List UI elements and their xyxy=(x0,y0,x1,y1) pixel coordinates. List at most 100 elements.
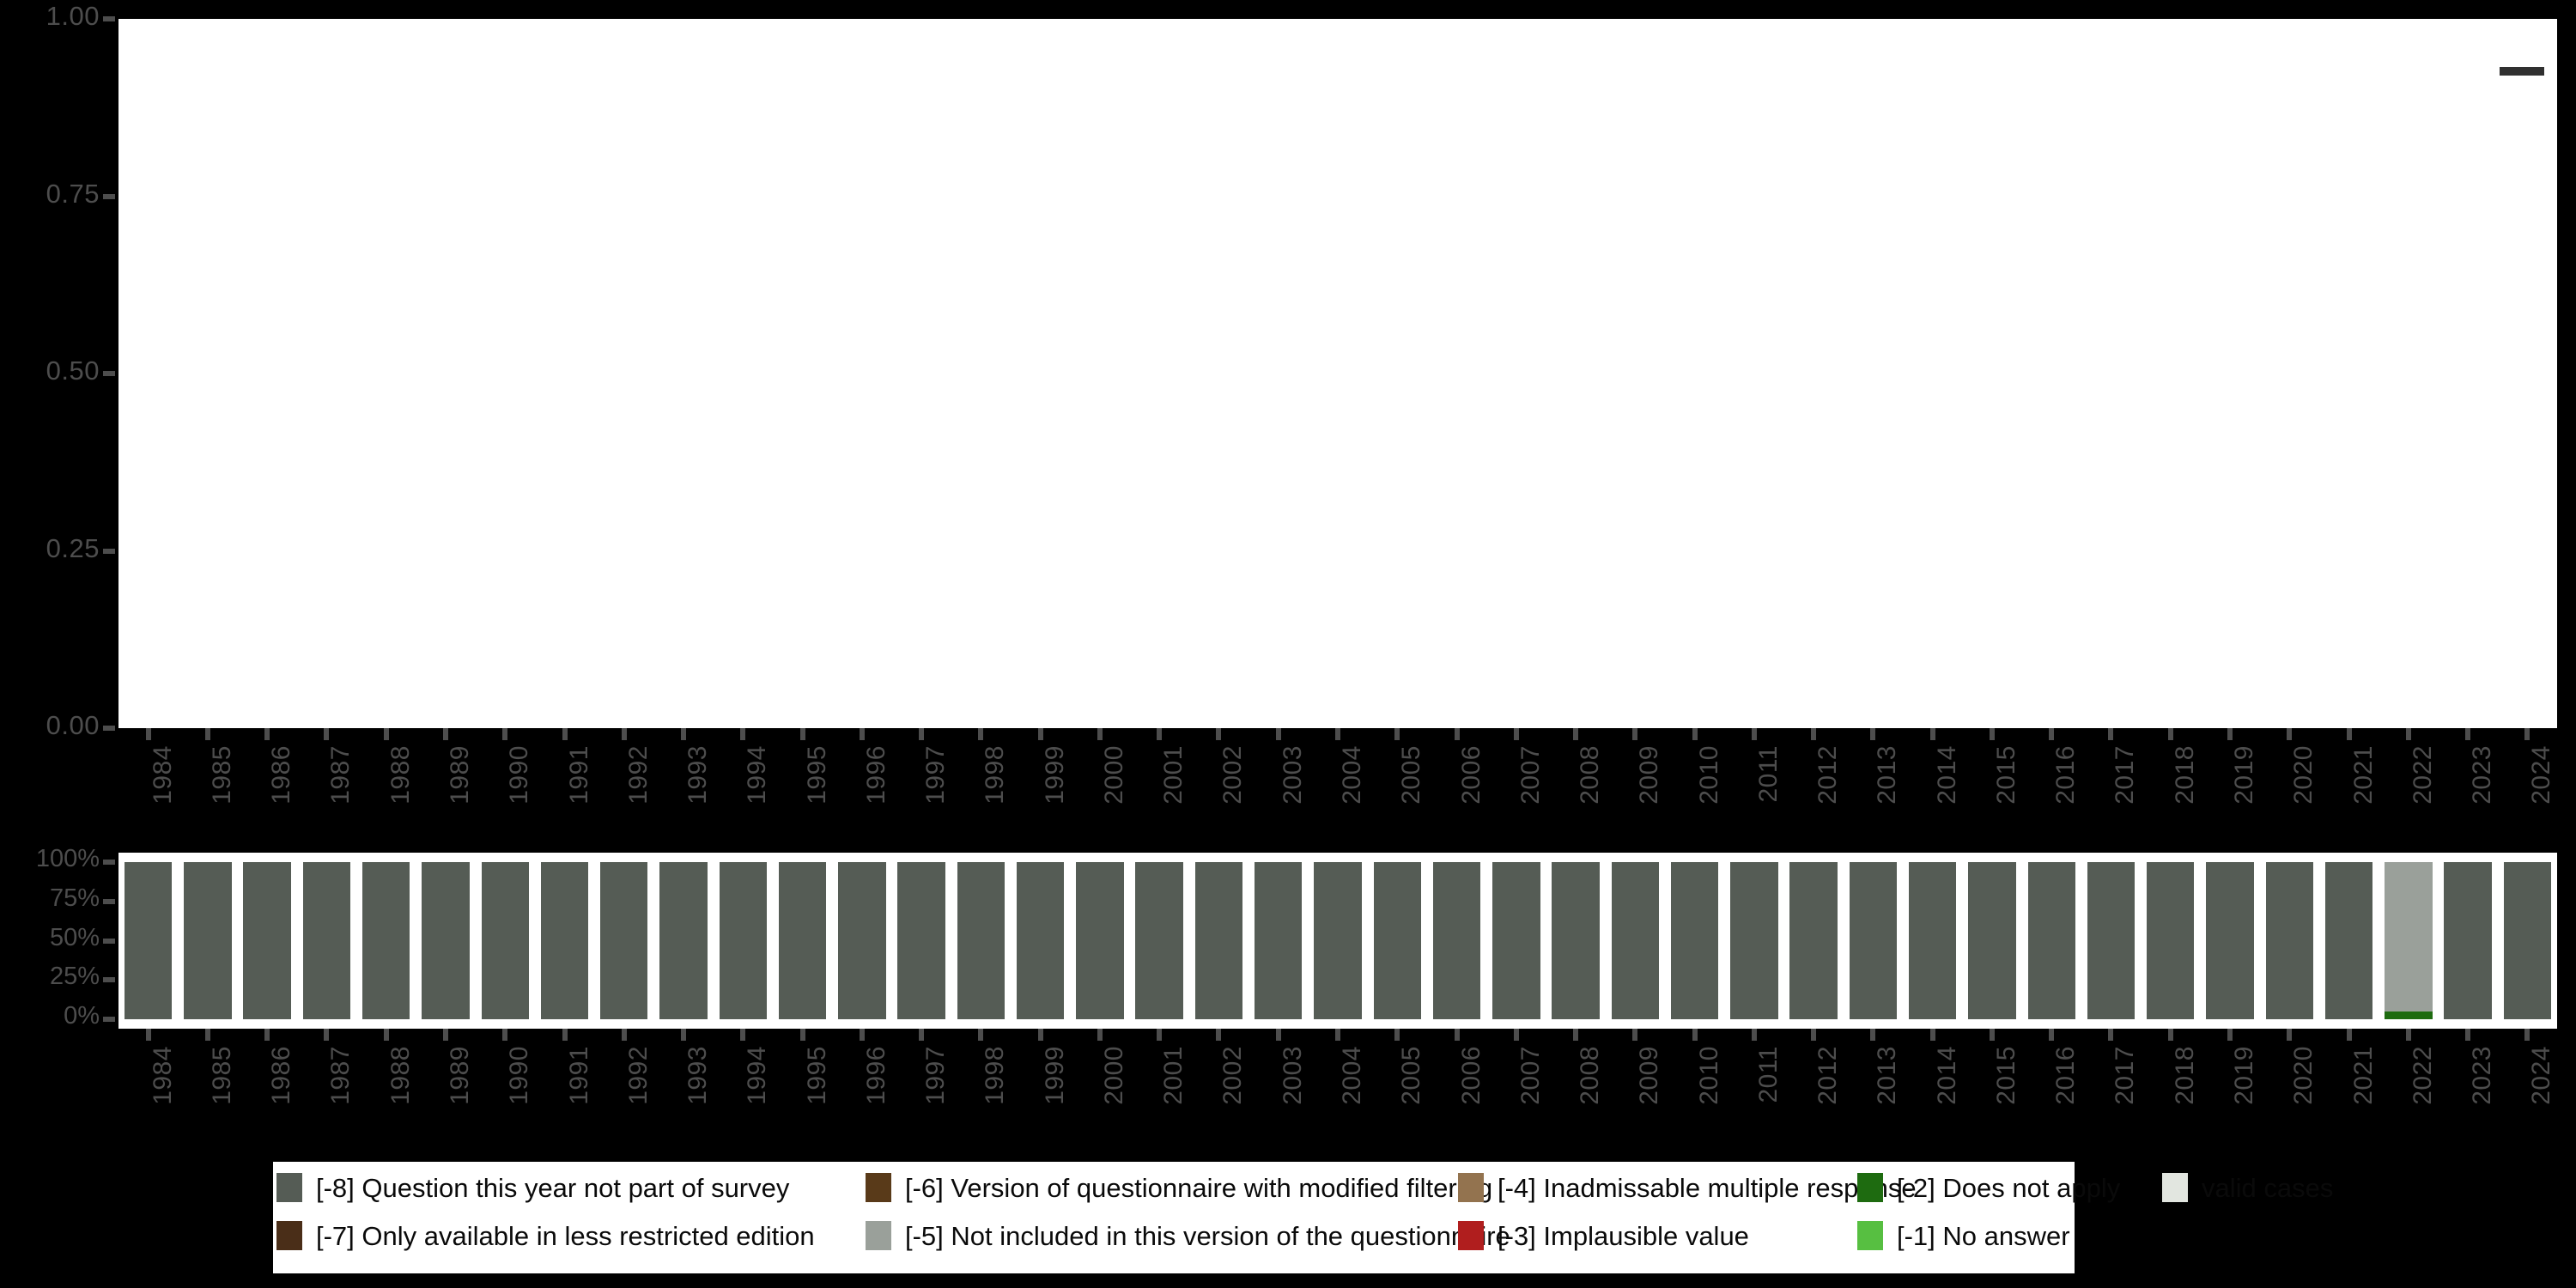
bar-column[interactable] xyxy=(1670,862,1719,1019)
legend-item[interactable]: [-6] Version of questionnaire with modif… xyxy=(866,1169,1492,1206)
bar-segment--8[interactable] xyxy=(1849,862,1898,1019)
bar-column[interactable] xyxy=(1492,862,1540,1019)
upper-x-tick-mark xyxy=(2465,728,2471,740)
bar-segment--8[interactable] xyxy=(2087,862,2136,1019)
bar-segment--8[interactable] xyxy=(719,862,768,1019)
bar-segment--8[interactable] xyxy=(1255,862,1303,1019)
bar-column[interactable] xyxy=(481,862,529,1019)
bar-segment--8[interactable] xyxy=(838,862,886,1019)
bar-column[interactable] xyxy=(1135,862,1183,1019)
bar-column[interactable] xyxy=(243,862,291,1019)
bar-segment--8[interactable] xyxy=(243,862,291,1019)
bar-segment--8[interactable] xyxy=(1611,862,1660,1019)
bar-segment--8[interactable] xyxy=(2147,862,2195,1019)
bar-column[interactable] xyxy=(1789,862,1838,1019)
upper-x-tick-label: 2008 xyxy=(1576,745,1605,805)
bar-column[interactable] xyxy=(2503,862,2552,1019)
bar-segment--8[interactable] xyxy=(1670,862,1719,1019)
bar-segment--8[interactable] xyxy=(2206,862,2254,1019)
bar-segment--8[interactable] xyxy=(1314,862,1362,1019)
legend-item[interactable]: [-7] Only available in less restricted e… xyxy=(276,1217,815,1255)
bar-column[interactable] xyxy=(1373,862,1421,1019)
bar-column[interactable] xyxy=(2324,862,2373,1019)
bar-column[interactable] xyxy=(1849,862,1898,1019)
bar-column[interactable] xyxy=(600,862,648,1019)
bar-segment--8[interactable] xyxy=(659,862,708,1019)
upper-x-tick-label: 2007 xyxy=(1516,745,1545,805)
bar-column[interactable] xyxy=(778,862,827,1019)
upper-x-tick-label: 2019 xyxy=(2230,745,2259,805)
bar-column[interactable] xyxy=(897,862,945,1019)
bar-segment--8[interactable] xyxy=(2503,862,2552,1019)
bar-segment--8[interactable] xyxy=(362,862,410,1019)
bar-segment--8[interactable] xyxy=(1432,862,1481,1019)
legend-item[interactable]: [-8] Question this year not part of surv… xyxy=(276,1169,789,1206)
bar-column[interactable] xyxy=(1076,862,1124,1019)
bar-column[interactable] xyxy=(2265,862,2313,1019)
bar-segment--8[interactable] xyxy=(1373,862,1421,1019)
bar-column[interactable] xyxy=(1194,862,1243,1019)
bar-segment--8[interactable] xyxy=(1789,862,1838,1019)
bar-column[interactable] xyxy=(184,862,232,1019)
bar-column[interactable] xyxy=(2147,862,2195,1019)
bar-segment--8[interactable] xyxy=(2265,862,2313,1019)
bar-segment--8[interactable] xyxy=(481,862,529,1019)
lower-x-tick-label: 2002 xyxy=(1218,1046,1248,1105)
legend-item[interactable]: [-4] Inadmissable multiple response xyxy=(1458,1169,1917,1206)
legend-item[interactable]: [-1] No answer xyxy=(1857,1217,2070,1255)
bar-segment--8[interactable] xyxy=(1552,862,1600,1019)
bar-column[interactable] xyxy=(540,862,589,1019)
legend-item[interactable]: [-2] Does not apply xyxy=(1857,1169,2120,1206)
bar-segment--8[interactable] xyxy=(1016,862,1065,1019)
bar-segment--8[interactable] xyxy=(302,862,351,1019)
legend-item[interactable]: valid cases xyxy=(2162,1169,2333,1206)
bar-column[interactable] xyxy=(2027,862,2075,1019)
bar-segment--8[interactable] xyxy=(2027,862,2075,1019)
legend-item[interactable]: [-5] Not included in this version of the… xyxy=(866,1217,1510,1255)
bar-column[interactable] xyxy=(1968,862,2016,1019)
bar-segment--8[interactable] xyxy=(124,862,173,1019)
bar-column[interactable] xyxy=(2206,862,2254,1019)
bar-column[interactable] xyxy=(1016,862,1065,1019)
bar-column[interactable] xyxy=(957,862,1005,1019)
bar-column[interactable] xyxy=(1611,862,1660,1019)
bar-segment--8[interactable] xyxy=(957,862,1005,1019)
bar-segment--5[interactable] xyxy=(2385,862,2433,1012)
bar-segment--8[interactable] xyxy=(1968,862,2016,1019)
bar-segment--2[interactable] xyxy=(2385,1011,2433,1019)
bar-segment--8[interactable] xyxy=(2444,862,2492,1019)
bar-segment--8[interactable] xyxy=(1135,862,1183,1019)
bar-column[interactable] xyxy=(1552,862,1600,1019)
bar-column[interactable] xyxy=(2087,862,2136,1019)
bar-column[interactable] xyxy=(302,862,351,1019)
bar-column[interactable] xyxy=(422,862,470,1019)
bar-segment--8[interactable] xyxy=(184,862,232,1019)
legend-item[interactable]: [-3] Implausible value xyxy=(1458,1217,1749,1255)
bar-segment--8[interactable] xyxy=(540,862,589,1019)
bar-column[interactable] xyxy=(1255,862,1303,1019)
bar-segment--8[interactable] xyxy=(2324,862,2373,1019)
bar-segment--8[interactable] xyxy=(600,862,648,1019)
bar-column[interactable] xyxy=(124,862,173,1019)
bar-column[interactable] xyxy=(1314,862,1362,1019)
bar-segment--8[interactable] xyxy=(1492,862,1540,1019)
bar-column[interactable] xyxy=(2385,862,2433,1019)
bar-segment--8[interactable] xyxy=(1194,862,1243,1019)
bar-segment--8[interactable] xyxy=(897,862,945,1019)
bar-segment--8[interactable] xyxy=(1730,862,1778,1019)
bar-segment--8[interactable] xyxy=(778,862,827,1019)
bar-column[interactable] xyxy=(838,862,886,1019)
bar-segment--8[interactable] xyxy=(422,862,470,1019)
bar-column[interactable] xyxy=(719,862,768,1019)
bar-segment--8[interactable] xyxy=(1076,862,1124,1019)
upper-y-tick-mark xyxy=(103,371,115,376)
bar-column[interactable] xyxy=(1908,862,1957,1019)
bar-column[interactable] xyxy=(2444,862,2492,1019)
bar-column[interactable] xyxy=(659,862,708,1019)
upper-x-tick-mark xyxy=(145,728,151,740)
bar-segment--8[interactable] xyxy=(1908,862,1957,1019)
bar-column[interactable] xyxy=(1432,862,1481,1019)
bar-column[interactable] xyxy=(1730,862,1778,1019)
lower-x-tick-mark xyxy=(2287,1029,2293,1041)
bar-column[interactable] xyxy=(362,862,410,1019)
